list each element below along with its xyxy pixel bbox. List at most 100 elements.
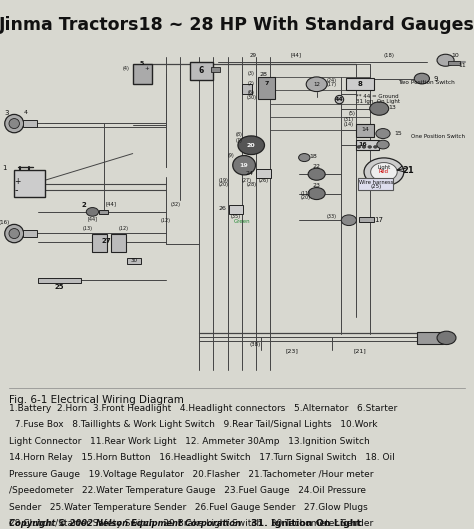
Text: (2): (2)	[248, 81, 255, 86]
Circle shape	[377, 140, 389, 149]
Text: (13): (13)	[82, 226, 93, 231]
Text: (9): (9)	[228, 153, 235, 158]
Text: 31. Ignition On Light: 31. Ignition On Light	[251, 518, 362, 528]
Text: (20): (20)	[301, 195, 311, 200]
Text: 7: 7	[264, 81, 269, 86]
Circle shape	[364, 158, 404, 186]
Text: (16): (16)	[0, 220, 9, 225]
Bar	[133, 63, 152, 84]
Text: 6: 6	[199, 66, 204, 75]
Text: (5): (5)	[348, 111, 355, 116]
Text: (27): (27)	[241, 178, 252, 184]
Circle shape	[362, 145, 366, 148]
Text: +: +	[14, 177, 21, 186]
Bar	[190, 62, 213, 80]
Text: 23: 23	[313, 183, 320, 188]
Text: 28.Clutch /Starter Safety Switch   29.Brake Light Switch   30.Tachometer Sender: 28.Clutch /Starter Safety Switch 29.Brak…	[9, 519, 373, 528]
Text: 18: 18	[309, 154, 317, 159]
Text: 3: 3	[5, 110, 9, 116]
Circle shape	[299, 153, 310, 161]
Text: 22: 22	[313, 164, 320, 169]
Bar	[346, 78, 374, 90]
Bar	[111, 233, 126, 252]
Bar	[359, 217, 374, 222]
Text: (20): (20)	[219, 183, 229, 187]
Circle shape	[357, 145, 361, 148]
Ellipse shape	[233, 156, 255, 175]
Text: 9: 9	[434, 76, 438, 81]
Circle shape	[308, 188, 325, 199]
Text: [23]: [23]	[285, 349, 298, 353]
Circle shape	[376, 129, 390, 139]
Text: 2: 2	[82, 202, 87, 208]
Text: 19: 19	[240, 163, 248, 168]
Text: (4): (4)	[122, 66, 129, 71]
Text: (6): (6)	[248, 90, 255, 95]
Text: (26): (26)	[258, 178, 269, 184]
Text: (8): (8)	[236, 132, 243, 136]
Circle shape	[374, 145, 377, 148]
Bar	[356, 140, 379, 150]
Circle shape	[371, 162, 397, 181]
Bar	[356, 124, 374, 137]
Text: 44: 44	[335, 97, 344, 102]
Text: 12: 12	[313, 82, 320, 87]
Bar	[14, 170, 45, 197]
Bar	[211, 67, 220, 72]
Text: 25: 25	[55, 284, 64, 290]
Text: (35): (35)	[230, 214, 241, 220]
Text: 7.Fuse Box   8.Taillights & Work Light Switch   9.Rear Tail/Signal Lights   10.W: 7.Fuse Box 8.Taillights & Work Light Swi…	[9, 421, 377, 430]
Circle shape	[368, 145, 372, 148]
Text: (12): (12)	[161, 218, 171, 223]
Text: Red: Red	[379, 169, 389, 174]
Text: One Position Switch: One Position Switch	[411, 134, 465, 140]
Ellipse shape	[335, 95, 344, 104]
Text: (25): (25)	[370, 185, 382, 189]
Text: (30): (30)	[246, 95, 256, 101]
Circle shape	[238, 136, 264, 154]
Text: 10: 10	[451, 53, 459, 58]
Text: (32): (32)	[170, 202, 181, 207]
Text: [21]: [21]	[354, 349, 366, 353]
Text: 24: 24	[246, 171, 253, 176]
Circle shape	[370, 102, 389, 115]
Circle shape	[414, 73, 429, 84]
Text: [44]: [44]	[291, 53, 302, 58]
Ellipse shape	[9, 229, 19, 239]
Text: (3): (3)	[248, 71, 255, 76]
Bar	[258, 77, 275, 98]
Text: 29: 29	[250, 53, 257, 58]
Ellipse shape	[5, 224, 24, 243]
Text: 5: 5	[140, 61, 145, 66]
Text: Light Connector   11.Rear Work Light   12. Ammeter 30Amp   13.Ignition Switch: Light Connector 11.Rear Work Light 12. A…	[9, 437, 369, 446]
Bar	[417, 332, 443, 344]
Text: (33): (33)	[327, 214, 337, 218]
Text: 13: 13	[389, 105, 396, 110]
Text: 8: 8	[358, 80, 363, 87]
Text: 14.Horn Relay   15.Horn Button   16.Headlight Switch   17.Turn Signal Switch   1: 14.Horn Relay 15.Horn Button 16.Headligh…	[9, 453, 394, 462]
Text: (38): (38)	[249, 342, 261, 346]
Text: Light: Light	[377, 165, 391, 170]
Bar	[23, 230, 37, 237]
Bar	[242, 84, 252, 94]
Text: 26: 26	[219, 206, 227, 212]
Circle shape	[437, 331, 456, 344]
Text: 27: 27	[102, 238, 111, 244]
Bar	[256, 169, 271, 178]
Text: (12): (12)	[118, 226, 128, 231]
Text: Copyright © 2002 Nelson Equipment Corporation: Copyright © 2002 Nelson Equipment Corpor…	[9, 518, 240, 528]
Text: ** 44 = Ground: ** 44 = Ground	[356, 94, 398, 99]
Bar	[127, 258, 141, 263]
Text: Sender   25.Water Temperature Sender   26.Fuel Gauge Sender   27.Glow Plugs: Sender 25.Water Temperature Sender 26.Fu…	[9, 503, 367, 512]
Text: [44]: [44]	[87, 216, 98, 222]
Bar	[38, 278, 81, 283]
Text: (19): (19)	[219, 178, 228, 183]
Text: Green: Green	[233, 220, 250, 224]
Bar	[358, 178, 393, 190]
Text: 1: 1	[2, 165, 7, 170]
Text: Two Position Switch: Two Position Switch	[398, 80, 455, 85]
Text: (17): (17)	[327, 83, 337, 87]
Text: 31 Ign. On Light: 31 Ign. On Light	[356, 99, 400, 104]
Circle shape	[341, 215, 356, 225]
Text: 17: 17	[375, 216, 383, 223]
